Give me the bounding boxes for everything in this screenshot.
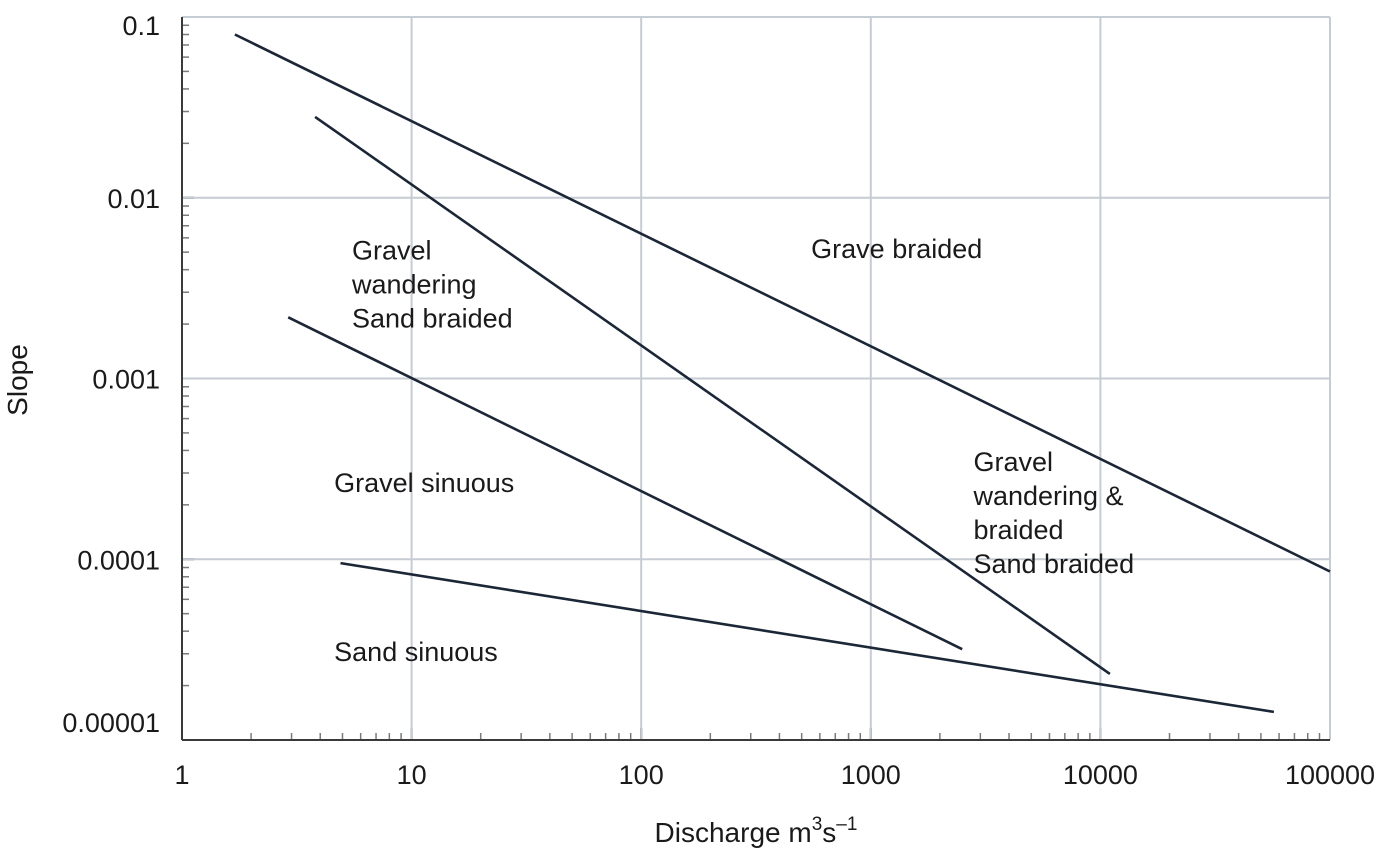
series-lines xyxy=(234,33,1331,714)
region-label-line: Gravel xyxy=(352,236,432,266)
series-line-2 xyxy=(314,115,1111,675)
y-tick-label: 0.001 xyxy=(92,365,160,395)
region-label-line: Gravel xyxy=(973,447,1053,477)
x-tick-label: 1000 xyxy=(841,760,901,790)
series-line-1 xyxy=(234,33,1331,573)
region-annotation: Gravel wandering & braided Sand braided xyxy=(972,447,1134,579)
series-line-4 xyxy=(340,561,1275,714)
x-axis-title: Discharge m3s–1 xyxy=(655,814,858,848)
region-annotations: Gravel wandering Sand braided Grave braided… xyxy=(334,234,1134,667)
gridlines xyxy=(182,16,1331,740)
region-annotation: Gravel sinuous xyxy=(334,468,514,498)
region-label-line: Sand sinuous xyxy=(334,637,498,667)
y-tick-label: 0.0001 xyxy=(77,545,160,575)
region-annotation: Sand sinuous xyxy=(334,637,498,667)
region-label-line: Gravel sinuous xyxy=(334,468,514,498)
region-annotation: Gravel wandering Sand braided xyxy=(351,236,513,334)
y-tick-label: 0.01 xyxy=(107,184,160,214)
y-tick-labels: 0.00001 0.0001 0.001 0.01 0.1 xyxy=(62,11,160,738)
y-tick-label: 0.00001 xyxy=(62,708,160,738)
x-tick-label: 10 xyxy=(397,760,427,790)
x-tick-label: 100 xyxy=(619,760,664,790)
region-label-line: wandering xyxy=(351,270,477,300)
region-annotation: Grave braided xyxy=(811,234,982,264)
plot-frame xyxy=(181,17,1331,741)
y-axis-title: Slope xyxy=(2,344,33,416)
series-line-3 xyxy=(287,316,963,651)
x-tick-label: 1 xyxy=(174,760,189,790)
region-label-line: Grave braided xyxy=(811,234,982,264)
x-tick-label: 100000 xyxy=(1285,760,1375,790)
region-label-line: Sand braided xyxy=(973,549,1134,579)
region-label-line: wandering & xyxy=(972,481,1123,511)
x-tick-labels: 1 10 100 1000 10000 100000 xyxy=(174,760,1375,790)
region-label-line: braided xyxy=(973,515,1063,545)
y-tick-label: 0.1 xyxy=(122,11,160,41)
region-label-line: Sand braided xyxy=(352,304,513,334)
x-tick-label: 10000 xyxy=(1063,760,1138,790)
